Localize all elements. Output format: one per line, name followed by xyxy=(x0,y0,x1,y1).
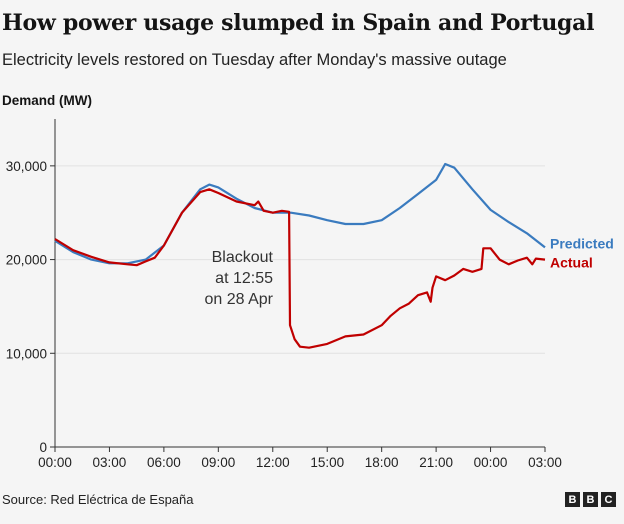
blackout-annotation: on 28 Apr xyxy=(205,291,274,308)
series-line-actual xyxy=(54,188,546,349)
blackout-annotation: at 12:55 xyxy=(215,270,273,287)
series-line-predicted xyxy=(54,162,546,265)
blackout-annotation: Blackout xyxy=(212,249,274,266)
x-tick-label: 18:00 xyxy=(365,455,399,470)
x-tick-label: 00:00 xyxy=(38,455,72,470)
chart-subtitle: Electricity levels restored on Tuesday a… xyxy=(2,51,507,69)
x-tick-label: 06:00 xyxy=(147,455,181,470)
x-tick-label: 00:00 xyxy=(474,455,508,470)
source-note: Source: Red Eléctrica de España xyxy=(2,492,194,507)
series-label-actual: Actual xyxy=(550,255,593,271)
x-tick-label: 09:00 xyxy=(201,455,235,470)
chart-title: How power usage slumped in Spain and Por… xyxy=(2,10,595,36)
x-tick-label: 03:00 xyxy=(93,455,127,470)
y-tick-label: 20,000 xyxy=(6,253,47,268)
y-tick-label: 30,000 xyxy=(6,159,47,174)
y-tick-label: 0 xyxy=(39,440,47,455)
x-tick-label: 12:00 xyxy=(256,455,290,470)
x-tick-label: 15:00 xyxy=(310,455,344,470)
x-tick-label: 21:00 xyxy=(419,455,453,470)
y-tick-label: 10,000 xyxy=(6,346,47,361)
y-axis-label: Demand (MW) xyxy=(2,93,92,108)
series-label-predicted: Predicted xyxy=(550,235,614,251)
x-tick-label: 03:00 xyxy=(528,455,562,470)
